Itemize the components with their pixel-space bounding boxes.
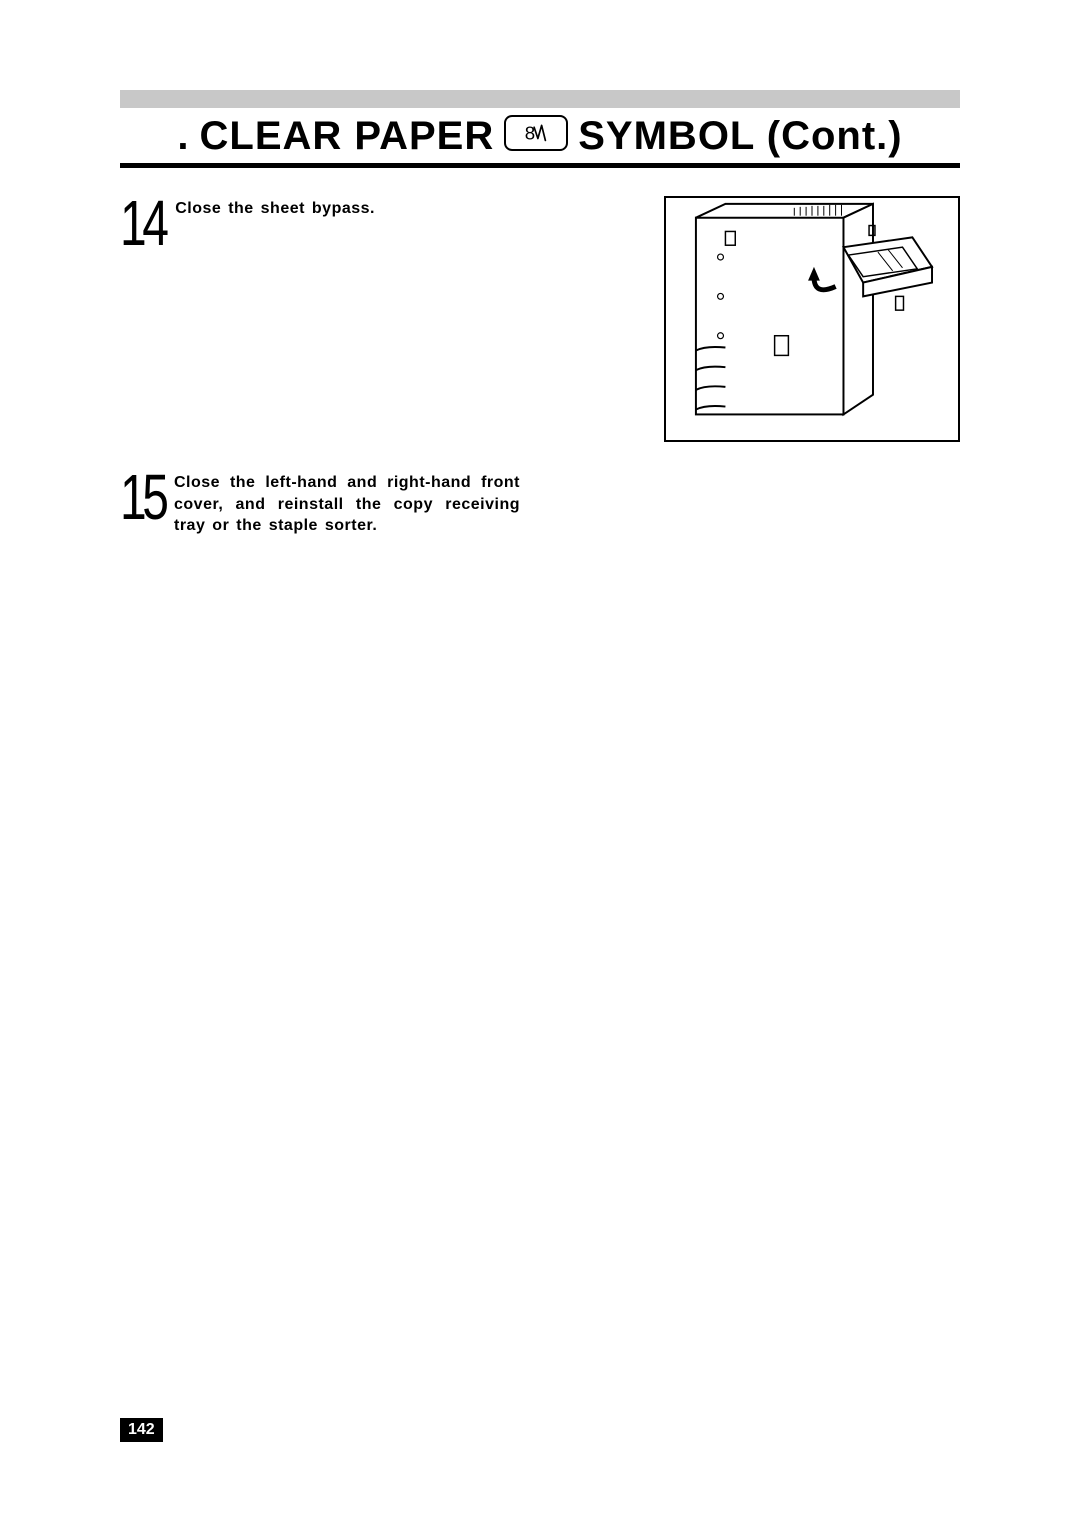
step-text: Close the left-hand and right-hand front… bbox=[174, 470, 520, 537]
page-title: . CLEAR PAPER 8 SYMBOL (Cont.) bbox=[177, 114, 902, 159]
title-part2: SYMBOL (Cont.) bbox=[578, 114, 902, 159]
step-text: Close the sheet bypass. bbox=[175, 196, 375, 220]
jam-glyph-icon: 8 bbox=[506, 116, 566, 150]
step-14-row: 14 Close the sheet bypass. bbox=[120, 196, 960, 442]
paper-jam-symbol-icon: 8 bbox=[504, 115, 568, 151]
title-band: . CLEAR PAPER 8 SYMBOL (Cont.) bbox=[120, 90, 960, 168]
title-part1: CLEAR PAPER bbox=[200, 114, 495, 159]
title-underline bbox=[120, 163, 960, 168]
step-14-left: 14 Close the sheet bypass. bbox=[120, 196, 520, 250]
page-number-badge: 142 bbox=[120, 1418, 163, 1442]
step-15-left: 15 Close the left-hand and right-hand fr… bbox=[120, 470, 520, 537]
step-number: 15 bbox=[120, 470, 164, 524]
svg-text:8: 8 bbox=[525, 122, 536, 143]
bypass-illustration bbox=[664, 196, 960, 442]
step-15-row: 15 Close the left-hand and right-hand fr… bbox=[120, 470, 960, 537]
step-number: 14 bbox=[120, 196, 164, 250]
content-area: 14 Close the sheet bypass. bbox=[120, 196, 960, 537]
title-prefix: . bbox=[177, 114, 189, 159]
manual-page: . CLEAR PAPER 8 SYMBOL (Cont.) 14 Close … bbox=[0, 0, 1080, 1528]
title-inner: . CLEAR PAPER 8 SYMBOL (Cont.) bbox=[120, 108, 960, 163]
copier-bypass-icon bbox=[666, 198, 958, 440]
